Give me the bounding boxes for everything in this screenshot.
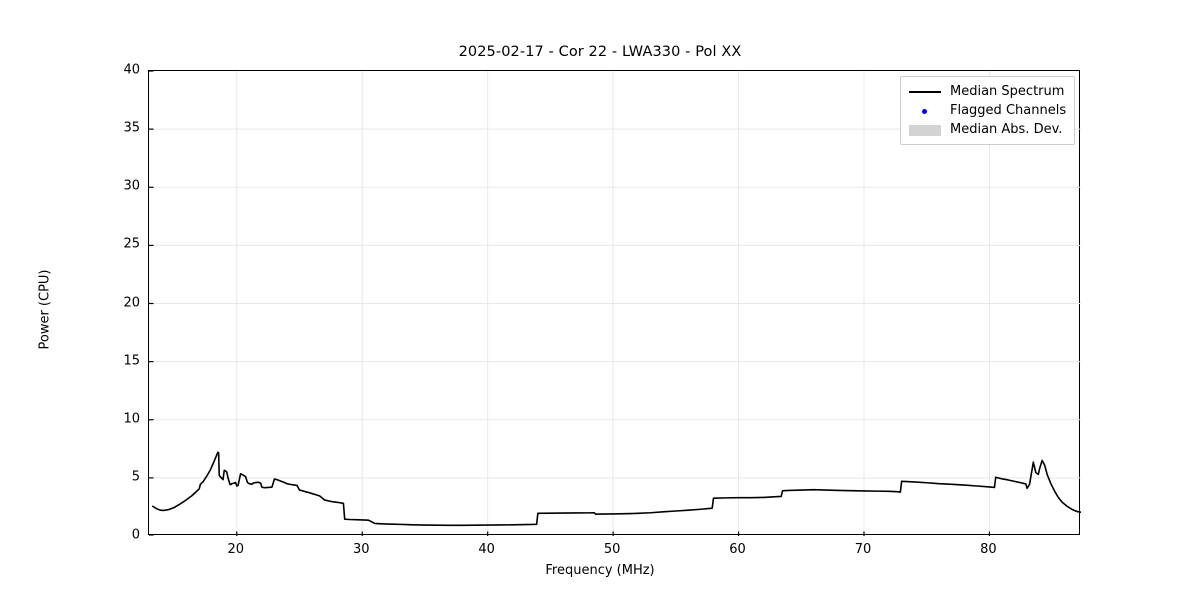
x-tick-label: 40 <box>478 542 495 557</box>
x-tick-label: 80 <box>980 542 997 557</box>
x-tick-label: 50 <box>603 542 621 557</box>
legend-label: Median Abs. Dev. <box>950 122 1063 137</box>
legend-label: Flagged Channels <box>950 103 1067 118</box>
legend-item-median-spectrum[interactable]: Median Spectrum <box>908 82 1066 101</box>
y-tick-label: 30 <box>123 178 140 194</box>
legend-item-median-abs-dev[interactable]: Median Abs. Dev. <box>908 120 1066 139</box>
legend-line-icon <box>908 85 942 99</box>
y-tick-label: 25 <box>123 236 140 252</box>
x-tick-label: 70 <box>854 542 872 557</box>
y-tick-label: 10 <box>123 411 140 427</box>
y-tick-label: 15 <box>123 353 140 369</box>
legend-dot-icon <box>908 104 942 118</box>
x-axis-label: Frequency (MHz) <box>545 563 655 578</box>
y-tick-label: 20 <box>123 295 140 310</box>
legend-item-flagged-channels[interactable]: Flagged Channels <box>908 101 1066 120</box>
x-tick-label: 20 <box>227 542 245 557</box>
y-tick-label: 35 <box>123 120 140 136</box>
y-tick-label: 40 <box>123 62 140 78</box>
legend-label: Median Spectrum <box>950 84 1065 99</box>
chart-title: 2025-02-17 - Cor 22 - LWA330 - Pol XX <box>458 44 742 60</box>
legend-box[interactable]: Median Spectrum Flagged Channels Median … <box>900 76 1076 145</box>
median-spectrum-line <box>151 451 1081 527</box>
legend-patch-icon <box>908 123 942 137</box>
y-tick-label: 5 <box>131 469 140 485</box>
tick-marks <box>149 71 991 536</box>
x-tick-label: 30 <box>352 542 370 557</box>
y-tick-label: 0 <box>131 527 140 543</box>
x-tick-label: 60 <box>729 542 746 557</box>
y-axis-label: Power (CPU) <box>37 269 53 350</box>
